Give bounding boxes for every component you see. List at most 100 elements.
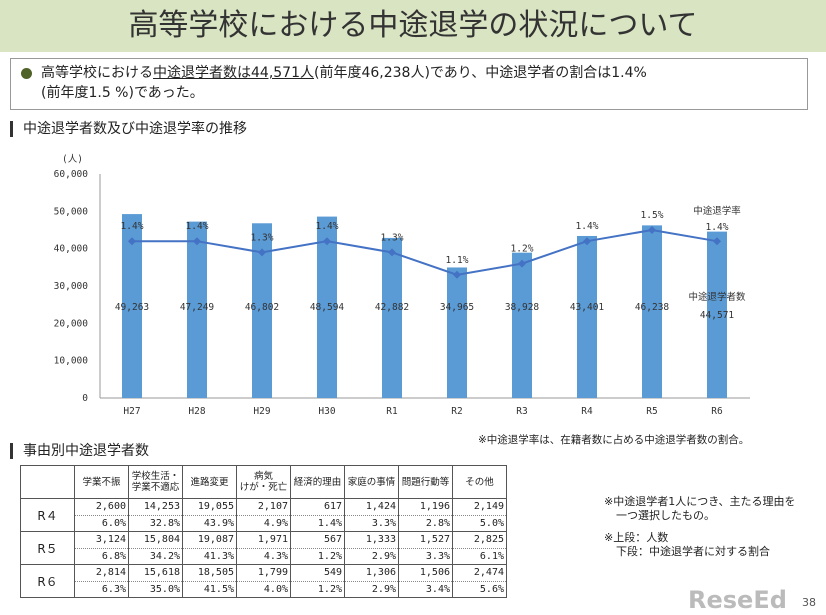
row-label: R５ (20, 531, 75, 565)
count-cell: 2,149 (452, 498, 507, 516)
count-cell: 549 (290, 564, 345, 582)
percent-cell: 34.2% (128, 548, 183, 565)
dropout-chart: (人) 0 10,000 20,000 30,000 40,000 50,000 60,000… (54, 154, 750, 417)
x-tick-label: H29 (253, 406, 270, 417)
percent-cell: 4.9% (236, 515, 291, 532)
count-cell: 617 (290, 498, 345, 516)
table-row-percent: 6.0% 32.8% 43.9% 4.9% 1.4% 3.3% 2.8% 5.0% (21, 515, 507, 532)
rate-marker (518, 259, 526, 268)
note-selection: ※中途退学者1人につき、主たる理由を 一つ選択したもの。 (604, 495, 795, 523)
count-cell: 1,527 (398, 531, 453, 549)
y-tick-label: 60,000 (54, 169, 89, 180)
count-cell: 1,196 (398, 498, 453, 516)
bar (122, 214, 142, 398)
count-cell: 14,253 (128, 498, 183, 516)
count-cell: 1,424 (344, 498, 399, 516)
bar (512, 252, 532, 398)
count-cell: 2,107 (236, 498, 291, 516)
x-tick-label: H27 (123, 406, 140, 417)
bar-value-label: 43,401 (570, 302, 605, 313)
percent-cell: 6.3% (74, 581, 129, 598)
bar-value-label: 48,594 (310, 302, 345, 313)
count-cell: 18,505 (182, 564, 237, 582)
summary-box: 高等学校における中途退学者数は44,571人(前年度46,238人)であり、中途… (10, 58, 808, 110)
table-row-percent: 6.8% 34.2% 41.3% 4.3% 1.2% 2.9% 3.3% 6.1% (21, 548, 507, 565)
note-line: 一つ選択したもの。 (616, 509, 715, 522)
x-tick-label: R2 (451, 406, 462, 417)
percent-cell: 5.0% (452, 515, 507, 532)
count-cell: 1,799 (236, 564, 291, 582)
column-header: 進路変更 (182, 465, 237, 499)
count-cell: 19,087 (182, 531, 237, 549)
y-tick-label: 20,000 (54, 318, 89, 329)
page-title: 高等学校における中途退学の状況について (0, 0, 826, 52)
percent-cell: 6.0% (74, 515, 129, 532)
rate-marker (128, 237, 136, 246)
rate-value-label: 1.4% (576, 221, 599, 232)
x-tick-label: H30 (318, 406, 335, 417)
reasons-table: 学業不振 学校生活・ 学業不適応 進路変更 病気 けが・死亡 経済的理由 家庭の事情 問題行… (20, 465, 507, 598)
bar-value-label: 44,571 (700, 310, 735, 321)
percent-cell: 2.9% (344, 548, 399, 565)
x-tick-label: R5 (646, 406, 657, 417)
percent-cell: 4.3% (236, 548, 291, 565)
count-cell: 2,814 (74, 564, 129, 582)
row-label: R４ (20, 498, 75, 532)
bar (252, 223, 272, 398)
bar (187, 221, 207, 398)
y-tick-label: 50,000 (54, 206, 89, 217)
summary-highlight: 中途退学者数は44,571人 (153, 65, 314, 81)
column-header: 学業不振 (74, 465, 129, 499)
bar (447, 267, 467, 398)
percent-cell: 6.8% (74, 548, 129, 565)
bar (317, 216, 337, 398)
summary-line2: (前年度1.5 %)であった。 (41, 85, 204, 101)
count-cell: 2,474 (452, 564, 507, 582)
column-header: 学校生活・ 学業不適応 (128, 465, 183, 499)
rate-value-label: 1.2% (511, 244, 534, 255)
rate-value-label: 1.1% (446, 255, 469, 266)
count-cell: 1,971 (236, 531, 291, 549)
rate-marker (323, 237, 331, 246)
note-legend: ※上段：人数 下段：中途退学者に対する割合 (604, 531, 770, 559)
percent-cell: 41.5% (182, 581, 237, 598)
rate-value-label: 1.4% (706, 222, 729, 233)
count-cell: 2,600 (74, 498, 129, 516)
bar-value-label: 46,238 (635, 302, 670, 313)
table-row-count: R６ 2,814 15,618 18,505 1,799 549 1,306 1,506 2,4… (20, 564, 507, 598)
y-unit-label: (人) (62, 154, 83, 165)
column-header: 経済的理由 (290, 465, 345, 499)
section-heading-trend: 中途退学者数及び中途退学率の推移 (10, 121, 247, 137)
table-row-count: R５ 3,124 15,804 19,087 1,971 567 1,333 1,527 2,8… (20, 531, 507, 565)
count-cell: 3,124 (74, 531, 129, 549)
bar-value-label: 34,965 (440, 302, 474, 313)
y-tick-label: 0 (82, 393, 88, 404)
table-row-percent: 6.3% 35.0% 41.5% 4.0% 1.2% 2.9% 3.4% 5.6% (21, 581, 507, 598)
percent-cell: 3.3% (344, 515, 399, 532)
count-cell: 15,618 (128, 564, 183, 582)
section-heading-reasons: 事由別中途退学者数 (10, 443, 149, 459)
bar (577, 235, 597, 398)
count-cell: 1,506 (398, 564, 453, 582)
summary-pre: 高等学校における (41, 65, 153, 81)
percent-cell: 43.9% (182, 515, 237, 532)
series-label-rate: 中途退学率 (693, 205, 741, 217)
y-tick-label: 40,000 (54, 244, 89, 255)
rate-marker (713, 237, 721, 246)
rate-marker (583, 237, 591, 246)
bar-value-label: 38,928 (505, 302, 540, 313)
corner-cell (20, 465, 75, 499)
bar-value-label: 42,882 (375, 302, 409, 313)
count-cell: 15,804 (128, 531, 183, 549)
bar-value-label: 49,263 (115, 302, 149, 313)
rate-value-label: 1.3% (251, 232, 274, 243)
bar-value-label: 46,802 (245, 302, 279, 313)
y-tick-label: 10,000 (54, 356, 89, 367)
bar (707, 231, 727, 398)
bullet-icon (21, 68, 32, 79)
percent-cell: 1.4% (290, 515, 345, 532)
percent-cell: 32.8% (128, 515, 183, 532)
rate-marker (193, 237, 201, 246)
rate-value-label: 1.4% (121, 221, 144, 232)
count-cell: 19,055 (182, 498, 237, 516)
